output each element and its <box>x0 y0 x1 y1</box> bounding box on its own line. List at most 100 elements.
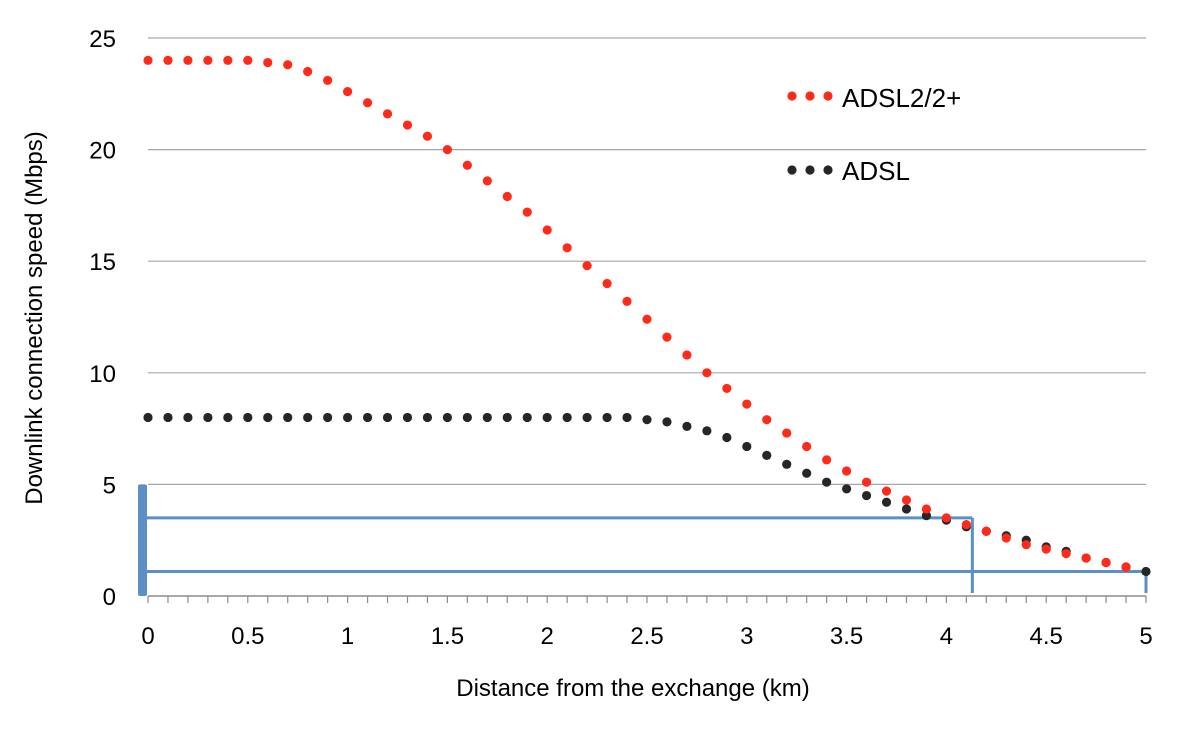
data-point <box>602 278 612 289</box>
data-point <box>402 120 413 130</box>
data-point <box>203 55 213 65</box>
data-point <box>303 412 313 423</box>
data-point <box>782 428 792 438</box>
data-point <box>362 412 373 423</box>
data-point <box>722 432 732 443</box>
data-point <box>183 412 193 423</box>
data-point <box>1001 533 1011 543</box>
y-tick-label: 10 <box>89 361 116 388</box>
data-point <box>662 417 672 427</box>
data-point <box>921 511 932 521</box>
data-point <box>961 519 971 530</box>
data-point <box>822 477 832 487</box>
data-point <box>462 412 472 423</box>
data-point <box>223 55 233 65</box>
legend-marker <box>805 91 815 101</box>
data-point <box>283 412 293 423</box>
data-point <box>542 412 552 423</box>
data-point <box>582 412 592 423</box>
y-tick-label: 25 <box>89 26 116 53</box>
data-point <box>442 145 452 155</box>
data-point <box>462 160 472 170</box>
y-tick-label: 5 <box>103 472 116 499</box>
y-axis: 0 5 10 15 20 25 <box>89 26 116 611</box>
x-tick-label: 0 <box>141 623 154 650</box>
data-point <box>762 415 772 425</box>
data-point <box>382 109 393 119</box>
x-tick-label: 1 <box>341 623 354 650</box>
data-point <box>422 412 433 423</box>
data-point <box>1101 557 1111 568</box>
data-point <box>981 526 991 536</box>
data-point <box>622 412 632 423</box>
series-adsl <box>143 412 1151 577</box>
y-tick-label: 0 <box>103 584 116 611</box>
data-point <box>662 332 672 342</box>
x-axis-title: Distance from the exchange (km) <box>456 675 809 702</box>
data-point <box>482 176 492 186</box>
data-point <box>502 191 512 202</box>
x-tick-label: 5 <box>1139 623 1152 650</box>
data-point <box>143 412 153 423</box>
data-point <box>482 412 492 423</box>
legend-marker <box>823 91 833 101</box>
data-point <box>1081 553 1091 563</box>
data-point <box>283 60 293 70</box>
data-point <box>1061 548 1071 559</box>
data-point <box>343 412 353 423</box>
x-tick-label: 4.5 <box>1030 623 1063 650</box>
data-point <box>263 57 273 68</box>
x-tick-label: 2 <box>541 623 554 650</box>
data-point <box>163 412 173 423</box>
legend-item-adsl2 <box>787 91 833 101</box>
data-point <box>1021 540 1031 550</box>
data-point <box>901 495 912 505</box>
legend-marker <box>787 91 797 101</box>
x-tick-label: 1.5 <box>431 623 464 650</box>
data-point <box>183 55 193 65</box>
y-axis-highlight-bar <box>138 484 147 596</box>
annotation-boxes <box>138 484 1148 596</box>
data-point <box>502 412 512 423</box>
data-point <box>1041 544 1051 554</box>
x-tick-label: 2.5 <box>630 623 663 650</box>
x-tick-label: 4 <box>940 623 953 650</box>
data-point <box>442 412 452 423</box>
data-point <box>881 497 892 507</box>
data-point <box>881 486 892 496</box>
data-point <box>582 261 592 271</box>
legend-marker <box>823 165 833 175</box>
data-point <box>243 55 253 65</box>
data-point <box>722 383 732 394</box>
legend-marker <box>787 165 797 175</box>
data-point <box>842 484 852 494</box>
data-point <box>362 98 373 108</box>
y-tick-label: 15 <box>89 249 116 276</box>
data-point <box>522 207 532 217</box>
data-point <box>702 426 712 436</box>
series-adsl2 <box>143 55 1131 572</box>
data-point <box>802 441 812 452</box>
data-point <box>622 296 632 306</box>
data-point <box>861 490 872 501</box>
data-point <box>402 412 413 423</box>
data-point <box>702 368 712 378</box>
data-point <box>742 399 752 409</box>
data-point <box>921 504 932 514</box>
data-point <box>682 421 692 431</box>
data-point <box>562 412 572 423</box>
data-point <box>223 412 233 423</box>
legend-label-adsl2: ADSL2/2+ <box>842 83 961 113</box>
legend-item-adsl <box>787 165 833 175</box>
data-point <box>203 412 213 423</box>
data-point <box>642 314 652 324</box>
x-axis: 0 0.5 1 1.5 2 2.5 3 3.5 4 4.5 5 <box>141 595 1153 650</box>
data-point <box>842 466 852 476</box>
x-tick-label: 0.5 <box>231 623 264 650</box>
data-point <box>642 415 652 425</box>
y-tick-label: 20 <box>89 138 116 165</box>
gridlines <box>148 37 1146 485</box>
legend-marker <box>805 165 815 175</box>
data-point <box>562 243 572 253</box>
